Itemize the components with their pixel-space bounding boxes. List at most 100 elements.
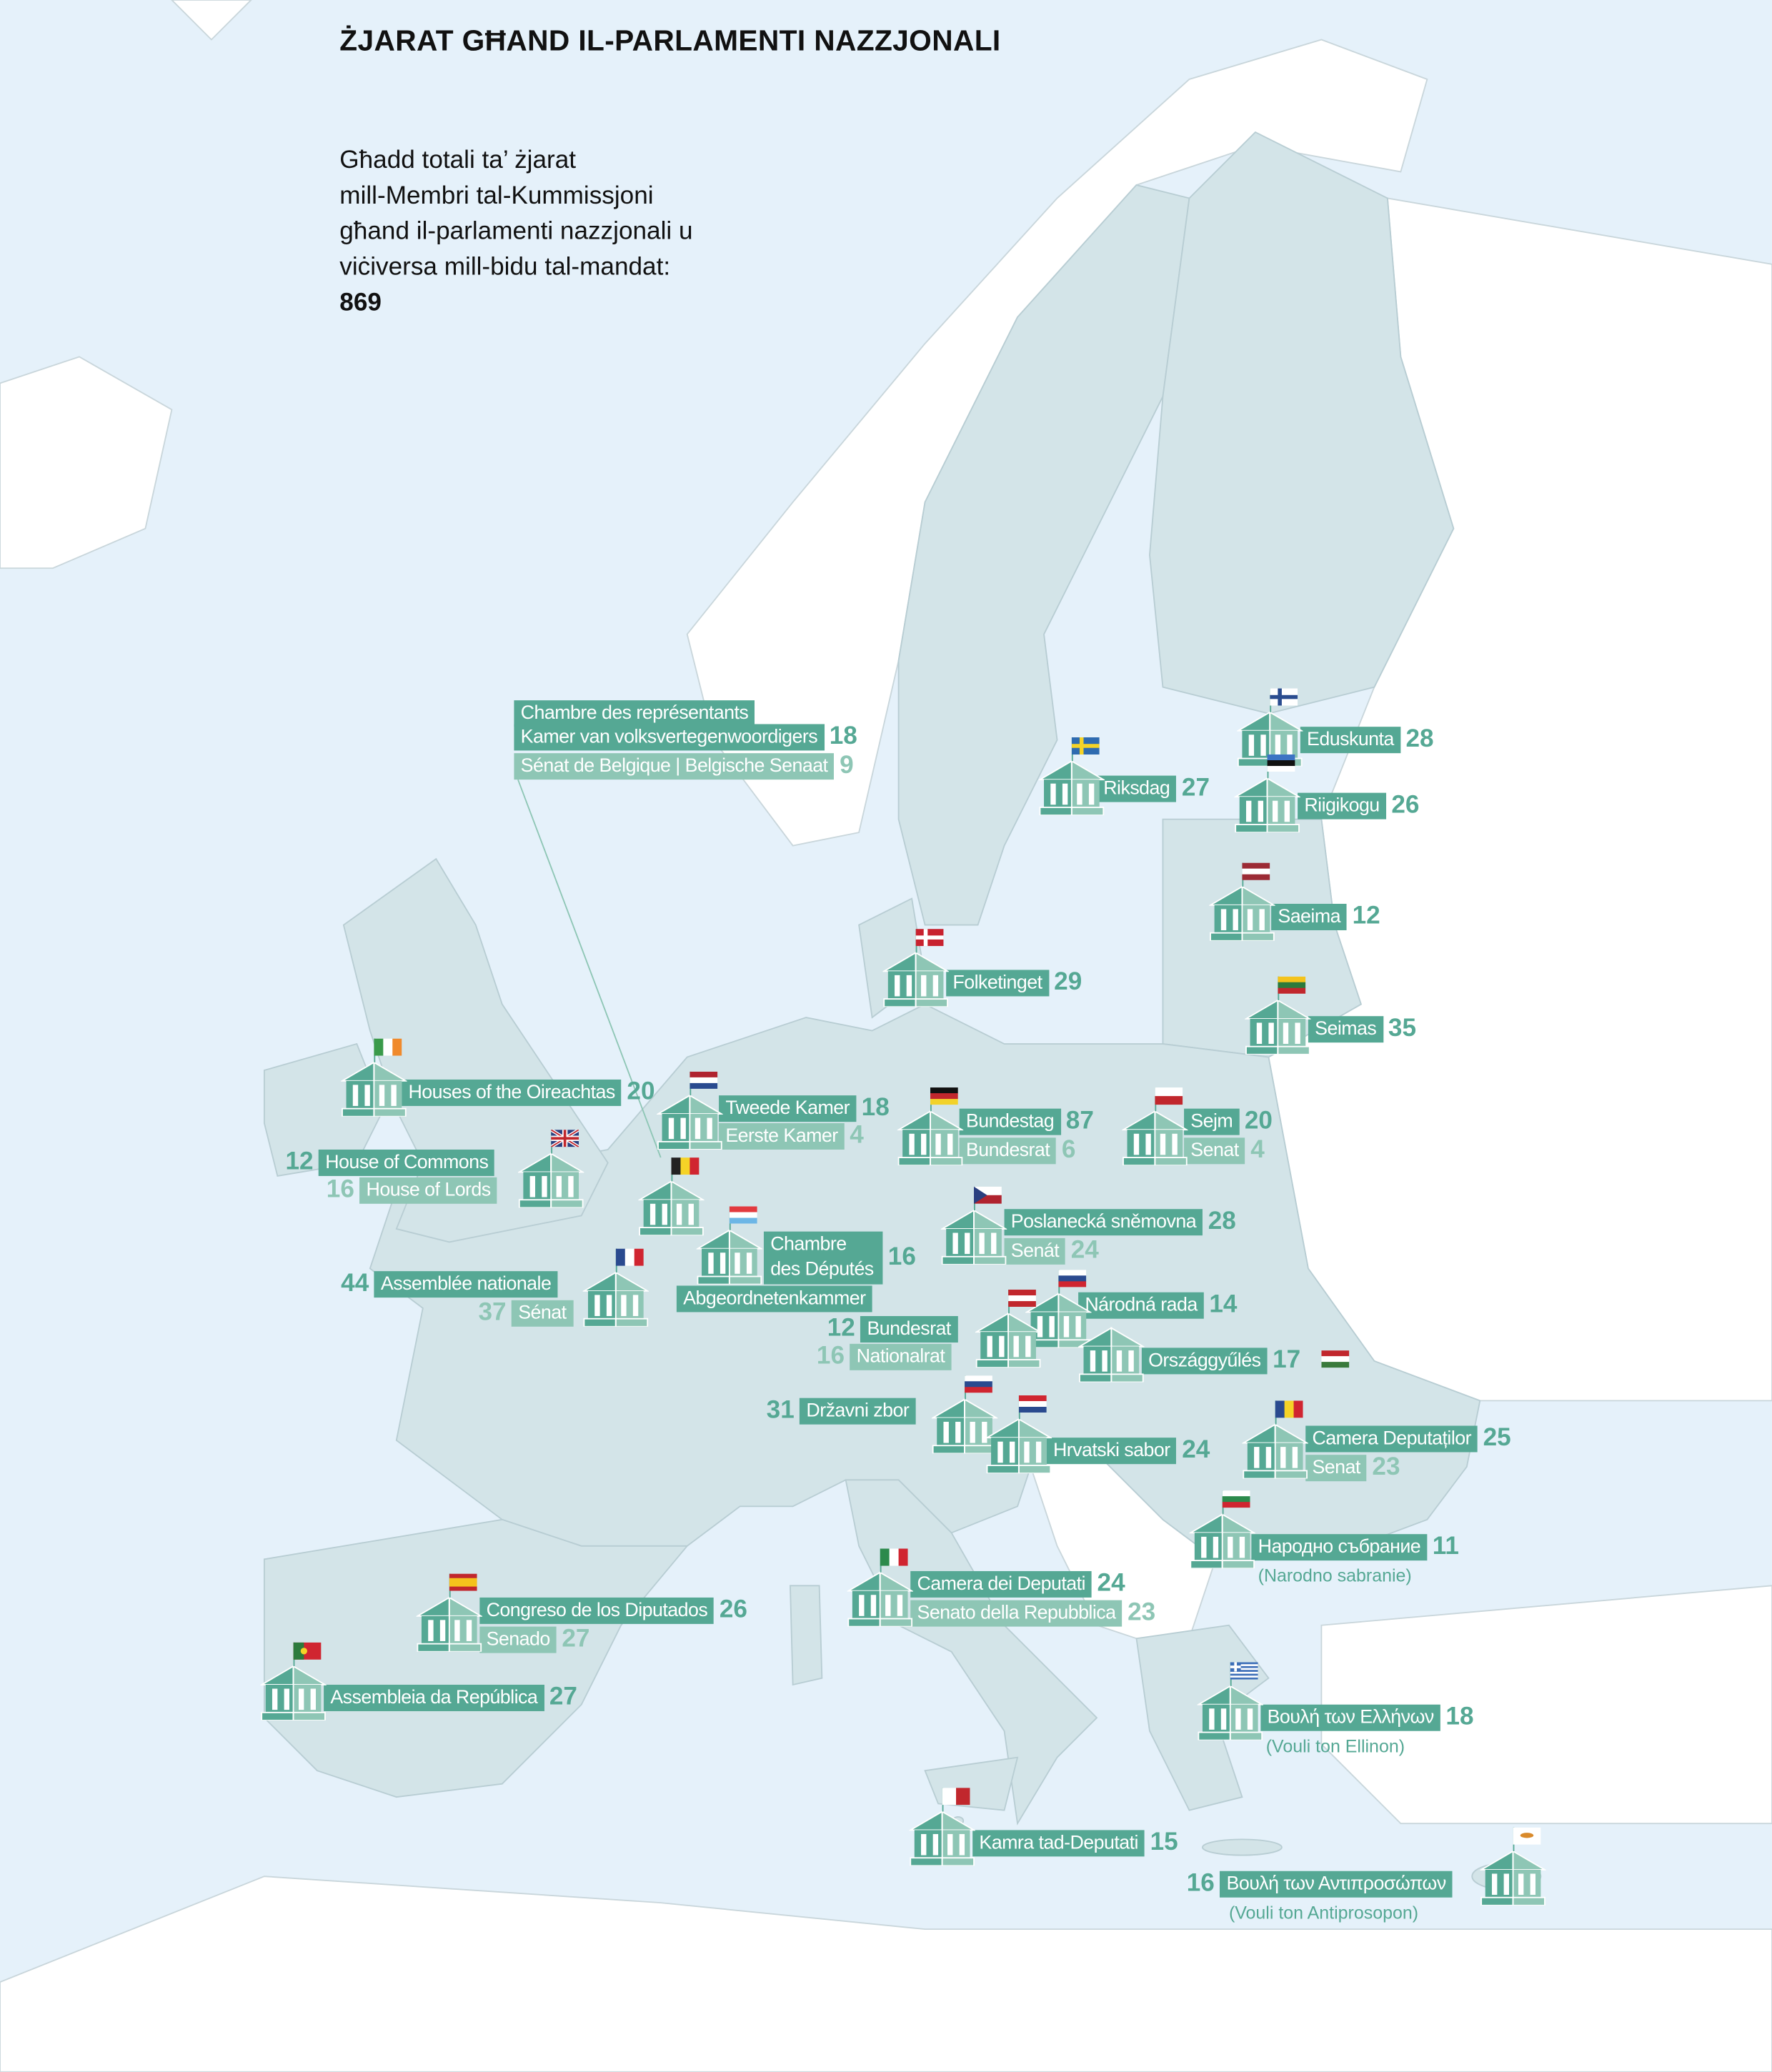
flag-slovenia-icon [965, 1375, 992, 1393]
parliament-building-icon [1195, 1685, 1265, 1741]
visit-count: 31 [766, 1396, 795, 1425]
chamber-label: Abgeordnetenkammer [676, 1285, 872, 1313]
chamber-label: Народно събрание [1251, 1534, 1428, 1561]
visit-count: 23 [1128, 1598, 1156, 1627]
flag-france-icon [615, 1248, 644, 1266]
chamber-row: Senat 23 [1305, 1453, 1400, 1482]
parliament-building-icon [1478, 1850, 1548, 1906]
chamber-label: Riigikogu [1298, 792, 1386, 820]
chamber-row: Assembleia da República 27 [324, 1683, 577, 1711]
chamber-row: Seimas 35 [1308, 1015, 1417, 1043]
chamber-label: Bundesrat [959, 1137, 1057, 1165]
visit-count: 25 [1483, 1424, 1511, 1453]
flag-croatia-icon [1018, 1395, 1047, 1413]
flag-sweden-icon [1071, 737, 1100, 755]
chamber-label: Senát [1004, 1237, 1066, 1265]
visit-count: 9 [840, 752, 854, 780]
visit-count: 23 [1372, 1453, 1400, 1482]
transliteration-note: (Narodno sabranie) [1258, 1565, 1412, 1586]
chamber-label: Kamer van volksvertegenwoordigers [514, 724, 825, 751]
visit-count: 26 [1391, 791, 1420, 820]
visit-count: 27 [1181, 774, 1210, 802]
visit-count: 4 [1250, 1136, 1265, 1165]
chamber-row: Bundesrat 6 [959, 1136, 1076, 1165]
visit-count: 18 [861, 1094, 890, 1122]
flag-hungary-icon [1321, 1350, 1350, 1368]
chamber-row: Abgeordnetenkammer [676, 1285, 877, 1313]
flag-cyprus-icon [1513, 1827, 1541, 1845]
visit-count: 6 [1061, 1136, 1076, 1165]
chamber-label: Assembleia da República [324, 1684, 544, 1711]
visit-count: 24 [1182, 1436, 1210, 1465]
parliament-building-icon [1243, 999, 1313, 1055]
chamber-label: Bundesrat [860, 1316, 957, 1343]
chamber-row: 31 Državni zbor [766, 1396, 916, 1425]
visit-count: 16 [1186, 1869, 1215, 1898]
intro-text: Għadd totali ta’ żjarat mill-Membri tal-… [339, 143, 692, 322]
chamber-label: Kamra tad-Deputati [972, 1830, 1145, 1857]
parliament-building-icon [1037, 759, 1106, 817]
chamber-label: Državni zbor [800, 1398, 916, 1425]
chamber-row: Senato della Repubblica 23 [910, 1598, 1156, 1627]
flag-ireland-icon [374, 1038, 402, 1056]
chamber-row: Camera Deputaților 25 [1305, 1424, 1511, 1453]
visit-count: 20 [627, 1078, 655, 1106]
intro-line: Għadd totali ta’ żjarat [339, 146, 577, 175]
chamber-row: Eerste Kamer 4 [719, 1122, 864, 1150]
parliament-building-icon [896, 1110, 965, 1167]
flag-denmark-icon [915, 929, 944, 947]
visit-count: 27 [562, 1625, 590, 1653]
flag-netherlands-icon [690, 1071, 718, 1090]
chamber-label: Országgyűlés [1141, 1348, 1268, 1375]
visit-count: 12 [827, 1315, 855, 1343]
parliament-building-icon [881, 951, 950, 1008]
chamber-row: Riigikogu 26 [1298, 791, 1420, 820]
chamber-row: Chambre des Députés 16 [763, 1231, 916, 1285]
chamber-label: Sénat de Belgique | Belgische Senaat [514, 753, 835, 780]
chamber-row: Riksdag 27 [1097, 774, 1210, 802]
chamber-label: Eerste Kamer [719, 1122, 845, 1150]
chamber-label: Senado [479, 1626, 557, 1653]
chamber-row: Camera dei Deputati 24 [910, 1570, 1125, 1598]
page-title: ŻJARAT GĦAND IL-PARLAMENTI NAZZJONALI [339, 24, 1001, 57]
flag-portugal-icon [293, 1642, 322, 1660]
chamber-label: Βουλή των Αντιπροσώπων [1220, 1871, 1453, 1898]
visit-count: 12 [1352, 902, 1380, 930]
parliament-building-icon [930, 1398, 999, 1455]
visit-count: 17 [1273, 1346, 1301, 1375]
flag-greece-icon [1230, 1662, 1258, 1680]
flag-finland-icon [1270, 688, 1298, 706]
chamber-label: Senato della Repubblica [910, 1600, 1123, 1627]
chamber-row: Senat 4 [1184, 1136, 1265, 1165]
flag-austria-icon [1008, 1290, 1036, 1308]
chamber-label: Tweede Kamer [719, 1095, 857, 1122]
chamber-row: Eduskunta 28 [1300, 725, 1434, 754]
chamber-label: House of Lords [359, 1177, 497, 1204]
chamber-row: Országgyűlés 17 [1141, 1346, 1301, 1375]
parliament-building-icon [974, 1312, 1042, 1369]
chamber-label: House of Commons [318, 1149, 495, 1176]
visit-count: 37 [478, 1298, 507, 1327]
chamber-row: Tweede Kamer 18 [719, 1094, 890, 1122]
chamber-label: Congreso de los Diputados [479, 1597, 715, 1624]
chamber-label: Folketinget [946, 970, 1049, 997]
chamber-label: Riksdag [1097, 775, 1177, 802]
chamber-row: Poslanecká sněmovna 28 [1004, 1207, 1236, 1236]
visit-count: 16 [887, 1243, 916, 1272]
visit-count: 16 [816, 1342, 845, 1370]
parliament-building-icon [582, 1271, 650, 1328]
chamber-label: Senat [1305, 1455, 1368, 1482]
transliteration-note: (Vouli ton Ellinon) [1265, 1736, 1405, 1756]
visit-count: 14 [1209, 1290, 1238, 1319]
chamber-row: Saeima 12 [1271, 902, 1380, 930]
intro-line: viċiversa mill-bidu tal-mandat: [339, 254, 671, 282]
parliament-building-icon [259, 1665, 328, 1721]
flag-poland-icon [1155, 1087, 1183, 1105]
chamber-row: Senado 27 [479, 1625, 590, 1653]
chamber-label: Poslanecká sněmovna [1004, 1209, 1203, 1236]
visit-count: 35 [1388, 1015, 1417, 1043]
flag-italy-icon [880, 1548, 908, 1566]
chamber-label: Houses of the Oireachtas [402, 1079, 622, 1106]
